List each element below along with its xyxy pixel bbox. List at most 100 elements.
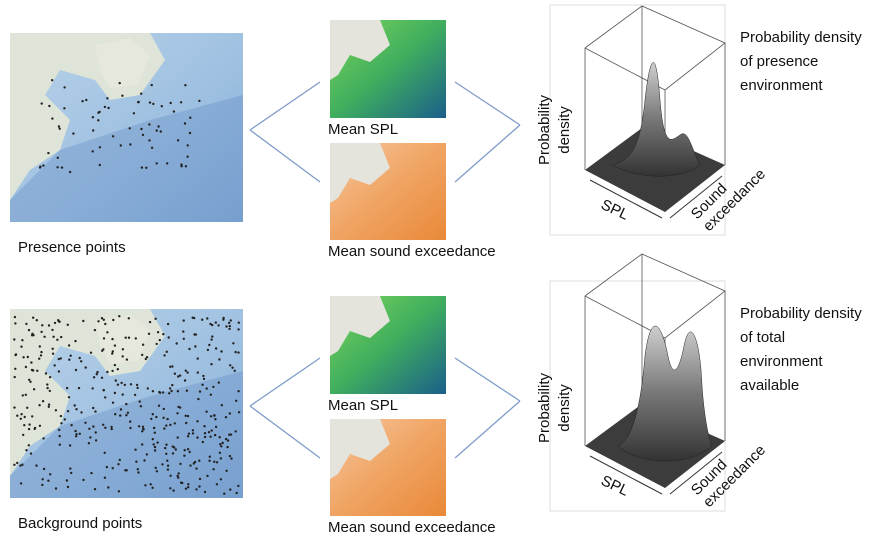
point: [206, 317, 208, 319]
point: [154, 446, 156, 448]
point: [219, 443, 221, 445]
point: [238, 411, 240, 413]
connector: [250, 358, 320, 406]
description: environment: [740, 353, 823, 370]
point: [78, 387, 80, 389]
connector: [250, 406, 320, 458]
point: [138, 101, 140, 103]
point: [114, 344, 116, 346]
point: [81, 100, 83, 102]
point: [95, 439, 97, 441]
point: [56, 166, 58, 168]
point: [208, 431, 210, 433]
point: [51, 117, 53, 119]
point: [169, 424, 171, 426]
point: [59, 128, 61, 130]
point: [183, 338, 185, 340]
point: [38, 358, 40, 360]
point: [111, 352, 113, 354]
point: [165, 453, 167, 455]
point: [237, 390, 239, 392]
point: [174, 422, 176, 424]
point: [104, 323, 106, 325]
point: [216, 461, 218, 463]
point: [192, 432, 194, 434]
point: [49, 473, 51, 475]
point: [75, 435, 77, 437]
point: [204, 436, 206, 438]
point: [90, 472, 92, 474]
point: [58, 321, 60, 323]
point: [225, 470, 227, 472]
point: [177, 476, 179, 478]
point: [170, 102, 172, 104]
point: [39, 425, 41, 427]
point: [157, 125, 159, 127]
point: [158, 405, 160, 407]
point: [169, 366, 171, 368]
point: [145, 167, 147, 169]
point: [235, 430, 237, 432]
point: [168, 392, 170, 394]
point: [112, 319, 114, 321]
point: [14, 322, 16, 324]
density-surface: [612, 62, 700, 176]
point: [205, 411, 207, 413]
point: [79, 357, 81, 359]
point: [199, 390, 201, 392]
point: [119, 459, 121, 461]
point: [47, 152, 49, 154]
description: of presence: [740, 53, 818, 70]
point: [72, 132, 74, 134]
point: [208, 344, 210, 346]
point: [187, 415, 189, 417]
point: [198, 460, 200, 462]
connector: [455, 358, 520, 401]
point: [142, 344, 144, 346]
plot-y-label: density: [556, 384, 573, 432]
point: [30, 452, 32, 454]
point: [41, 324, 43, 326]
point: [188, 348, 190, 350]
point: [101, 317, 103, 319]
point: [88, 428, 90, 430]
point: [177, 375, 179, 377]
point: [142, 428, 144, 430]
point: [122, 355, 124, 357]
point: [220, 478, 222, 480]
point: [187, 448, 189, 450]
point: [152, 390, 154, 392]
point: [51, 79, 53, 81]
point: [135, 461, 137, 463]
point: [192, 429, 194, 431]
point: [197, 398, 199, 400]
point: [36, 370, 38, 372]
plot-y-label: Probability: [536, 372, 553, 443]
point: [211, 335, 213, 337]
point: [28, 329, 30, 331]
point: [79, 433, 81, 435]
point: [112, 135, 114, 137]
point: [128, 337, 130, 339]
point: [129, 420, 131, 422]
point: [129, 127, 131, 129]
point: [150, 418, 152, 420]
point: [145, 358, 147, 360]
description: environment: [740, 77, 823, 94]
plot-x-label: SPL: [598, 472, 631, 499]
point: [212, 386, 214, 388]
box-edge: [585, 254, 725, 338]
point: [197, 371, 199, 373]
point: [121, 95, 123, 97]
point: [177, 139, 179, 141]
point: [172, 489, 174, 491]
point: [162, 391, 164, 393]
point: [88, 442, 90, 444]
point: [237, 485, 239, 487]
point: [178, 472, 180, 474]
point: [167, 468, 169, 470]
point: [97, 320, 99, 322]
point: [16, 462, 18, 464]
connector: [455, 125, 520, 182]
point: [106, 466, 108, 468]
